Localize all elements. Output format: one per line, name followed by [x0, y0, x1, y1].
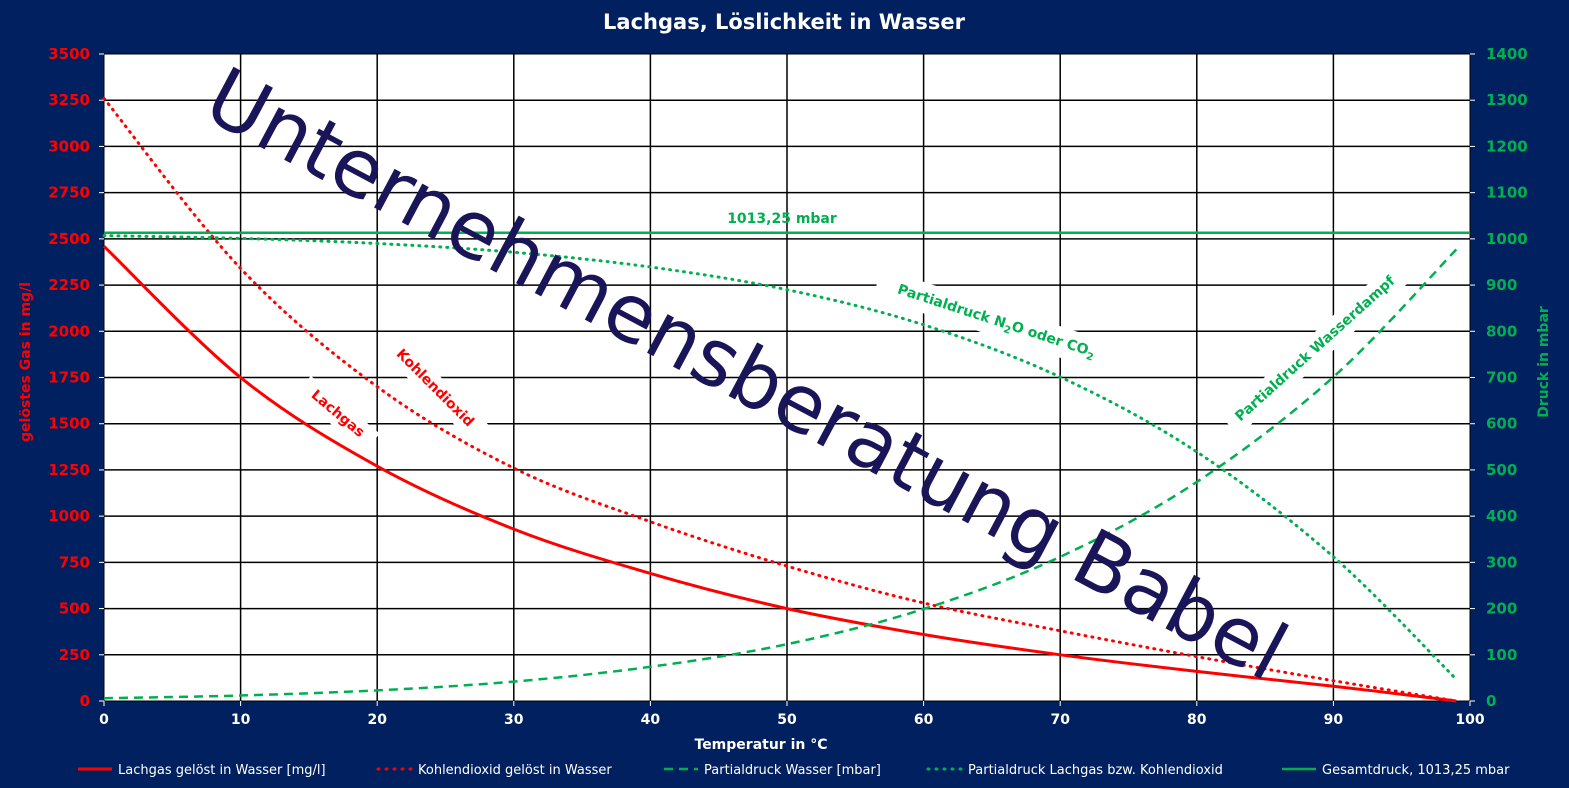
annotation-kohlendioxid-bg	[380, 333, 490, 443]
x-tick-label: 60	[914, 712, 934, 728]
annotation-gesamtdruck: 1013,25 mbar	[727, 211, 837, 227]
y-right-axis-label: Druck in mbar	[1536, 306, 1552, 418]
y-left-axis-label: gelöstes Gas in mg/l	[18, 282, 34, 442]
x-tick-label: 70	[1050, 712, 1070, 728]
y-right-tick-label: 1100	[1486, 184, 1528, 202]
y-left-tick-label: 2500	[48, 230, 90, 248]
x-tick-label: 50	[777, 712, 797, 728]
x-tick-label: 100	[1455, 712, 1484, 728]
y-left-tick-label: 500	[59, 600, 90, 618]
x-tick-label: 90	[1324, 712, 1344, 728]
annotation-partialdruck-gas-bg	[872, 268, 1120, 375]
y-right-tick-label: 0	[1486, 692, 1496, 710]
y-right-tick-label: 300	[1486, 553, 1517, 571]
legend-label-4: Partialdruck Lachgas bzw. Kohlendioxid	[968, 763, 1223, 778]
y-right-tick-label: 700	[1486, 369, 1517, 387]
y-left-tick-label: 1750	[48, 369, 90, 387]
x-tick-label: 10	[231, 712, 251, 728]
x-axis-label: Temperatur in °C	[695, 737, 828, 753]
y-left-tick-label: 2750	[48, 184, 90, 202]
y-left-tick-label: 3000	[48, 137, 90, 155]
y-left-tick-label: 3500	[48, 45, 90, 63]
x-tick-label: 0	[99, 712, 109, 728]
y-right-tick-label: 1400	[1486, 45, 1528, 63]
legend: Lachgas gelöst in Wasser [mg/l] Kohlendio…	[78, 763, 1510, 778]
y-left-tick-label: 1000	[48, 507, 90, 525]
y-left-tick-label: 250	[59, 646, 90, 664]
annotation-lachgas-bg	[295, 375, 380, 453]
series-line-2	[102, 96, 1458, 703]
y-left-tick-label: 1250	[48, 461, 90, 479]
annotation-partialdruck-wasser-bg	[1221, 262, 1410, 436]
y-right-tick-label: 1000	[1486, 230, 1528, 248]
x-tick-label: 80	[1187, 712, 1207, 728]
x-tick-label: 30	[504, 712, 524, 728]
y-right-tick-label: 400	[1486, 507, 1517, 525]
y-left-tick-label: 2250	[48, 276, 90, 294]
series-line-1	[102, 245, 1457, 703]
x-tick-label: 40	[641, 712, 661, 728]
y-right-tick-label: 500	[1486, 461, 1517, 479]
y-left-tick-label: 0	[80, 692, 90, 710]
y-right-tick-label: 1200	[1486, 137, 1528, 155]
y-left-tick-label: 750	[59, 553, 90, 571]
x-tick-label: 20	[367, 712, 387, 728]
y-right-tick-label: 100	[1486, 646, 1517, 664]
ticks: 0 10 20 30 40 50 60 70 80 90 100025050075010001250…	[48, 45, 1528, 728]
y-right-tick-label: 1300	[1486, 91, 1528, 109]
series-group	[102, 96, 1470, 703]
y-right-tick-label: 600	[1486, 415, 1517, 433]
y-right-tick-label: 800	[1486, 322, 1517, 340]
series-line-4	[102, 234, 1458, 681]
y-left-tick-label: 1500	[48, 415, 90, 433]
y-left-tick-label: 3250	[48, 91, 90, 109]
y-right-tick-label: 200	[1486, 600, 1517, 618]
legend-label-2: Kohlendioxid gelöst in Wasser	[418, 763, 612, 778]
legend-label-3: Partialdruck Wasser [mbar]	[704, 763, 881, 778]
legend-label-1: Lachgas gelöst in Wasser [mg/l]	[118, 763, 326, 778]
series-line-3	[103, 248, 1458, 700]
y-right-tick-label: 900	[1486, 276, 1517, 294]
chart-title: Lachgas, Löslichkeit in Wasser	[603, 10, 966, 34]
y-left-tick-label: 2000	[48, 322, 90, 340]
legend-label-5: Gesamtdruck, 1013,25 mbar	[1322, 763, 1510, 778]
